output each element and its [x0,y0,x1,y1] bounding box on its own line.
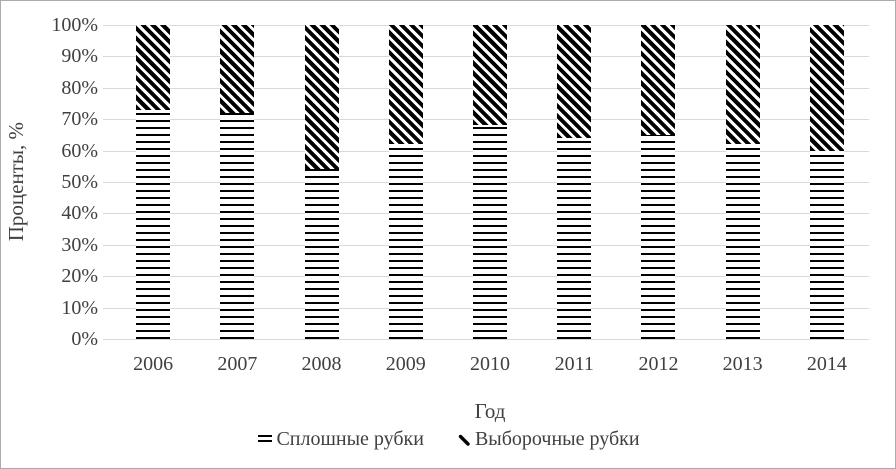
legend-item-1: Выборочные рубки [458,428,640,451]
bar-2012 [641,25,676,339]
bar-segment-2013-diagonal-stripes [725,25,760,145]
x-tick-label-2014: 2014 [806,353,847,375]
x-tick-label-2013: 2013 [722,353,763,375]
y-tick-0 [103,339,111,340]
legend-label-1: Выборочные рубки [474,427,640,450]
y-tick-60 [103,151,111,152]
bar-segment-2008-horizontal-lines [304,169,339,339]
bar-segment-2011-horizontal-lines [557,138,592,339]
y-tick-80 [103,88,111,89]
y-tick-label-70: 70% [61,108,98,130]
x-tick-label-2008: 2008 [301,353,342,375]
legend-item-0: Сплошные рубки [258,428,424,451]
gridline-0 [111,339,869,340]
y-tick-label-80: 80% [61,77,98,99]
y-tick-50 [103,182,111,183]
bar-2008 [304,25,339,339]
bar-segment-2006-diagonal-stripes [136,25,171,110]
x-tick-label-2006: 2006 [133,353,174,375]
bar-segment-2010-diagonal-stripes [473,25,507,126]
x-axis-title: Год [474,399,506,423]
x-tick-label-2007: 2007 [217,353,258,375]
y-tick-label-30: 30% [61,234,98,256]
bar-segment-2013-horizontal-lines [725,144,760,339]
bar-2011 [557,25,592,339]
bar-segment-2007-horizontal-lines [220,112,255,339]
legend-swatch-diagonal-stripe-icon [458,434,470,446]
bar-2013 [725,25,760,339]
y-tick-label-100: 100% [51,14,98,36]
y-tick-label-10: 10% [61,297,98,319]
y-tick-70 [103,119,111,120]
bar-2006 [136,25,171,339]
y-tick-90 [103,56,111,57]
y-tick-label-0: 0% [71,328,98,350]
y-tick-100 [103,25,111,26]
y-tick-label-20: 20% [61,265,98,287]
y-tick-30 [103,245,111,246]
bar-segment-2010-horizontal-lines [473,125,507,339]
x-tick-label-2009: 2009 [385,353,426,375]
bar-2009 [388,25,423,339]
bar-segment-2008-diagonal-stripes [304,25,339,170]
y-tick-10 [103,308,111,309]
bar-2010 [473,25,507,339]
legend-swatch-horizontal-lines-icon [258,435,273,443]
legend-label-0: Сплошные рубки [276,427,424,450]
bar-segment-2009-horizontal-lines [388,144,423,339]
bar-segment-2014-diagonal-stripes [809,25,844,151]
y-tick-label-90: 90% [61,45,98,67]
bar-2014 [809,25,844,339]
y-tick-40 [103,213,111,214]
bar-segment-2007-diagonal-stripes [220,25,255,113]
x-tick-label-2012: 2012 [638,353,679,375]
bar-segment-2012-diagonal-stripes [641,25,676,135]
y-tick-20 [103,276,111,277]
plot-area [103,25,869,340]
bar-segment-2012-horizontal-lines [641,134,676,339]
y-tick-label-60: 60% [61,140,98,162]
x-tick-label-2010: 2010 [469,353,510,375]
bar-segment-2006-horizontal-lines [136,109,171,339]
bar-segment-2011-diagonal-stripes [557,25,592,139]
bar-segment-2014-horizontal-lines [809,150,844,339]
x-tick-label-2011: 2011 [554,353,594,375]
y-tick-label-40: 40% [61,202,98,224]
bar-2007 [220,25,255,339]
legend: Сплошные рубки Выборочные рубки [1,425,895,453]
y-tick-label-50: 50% [61,171,98,193]
bar-segment-2009-diagonal-stripes [388,25,423,145]
